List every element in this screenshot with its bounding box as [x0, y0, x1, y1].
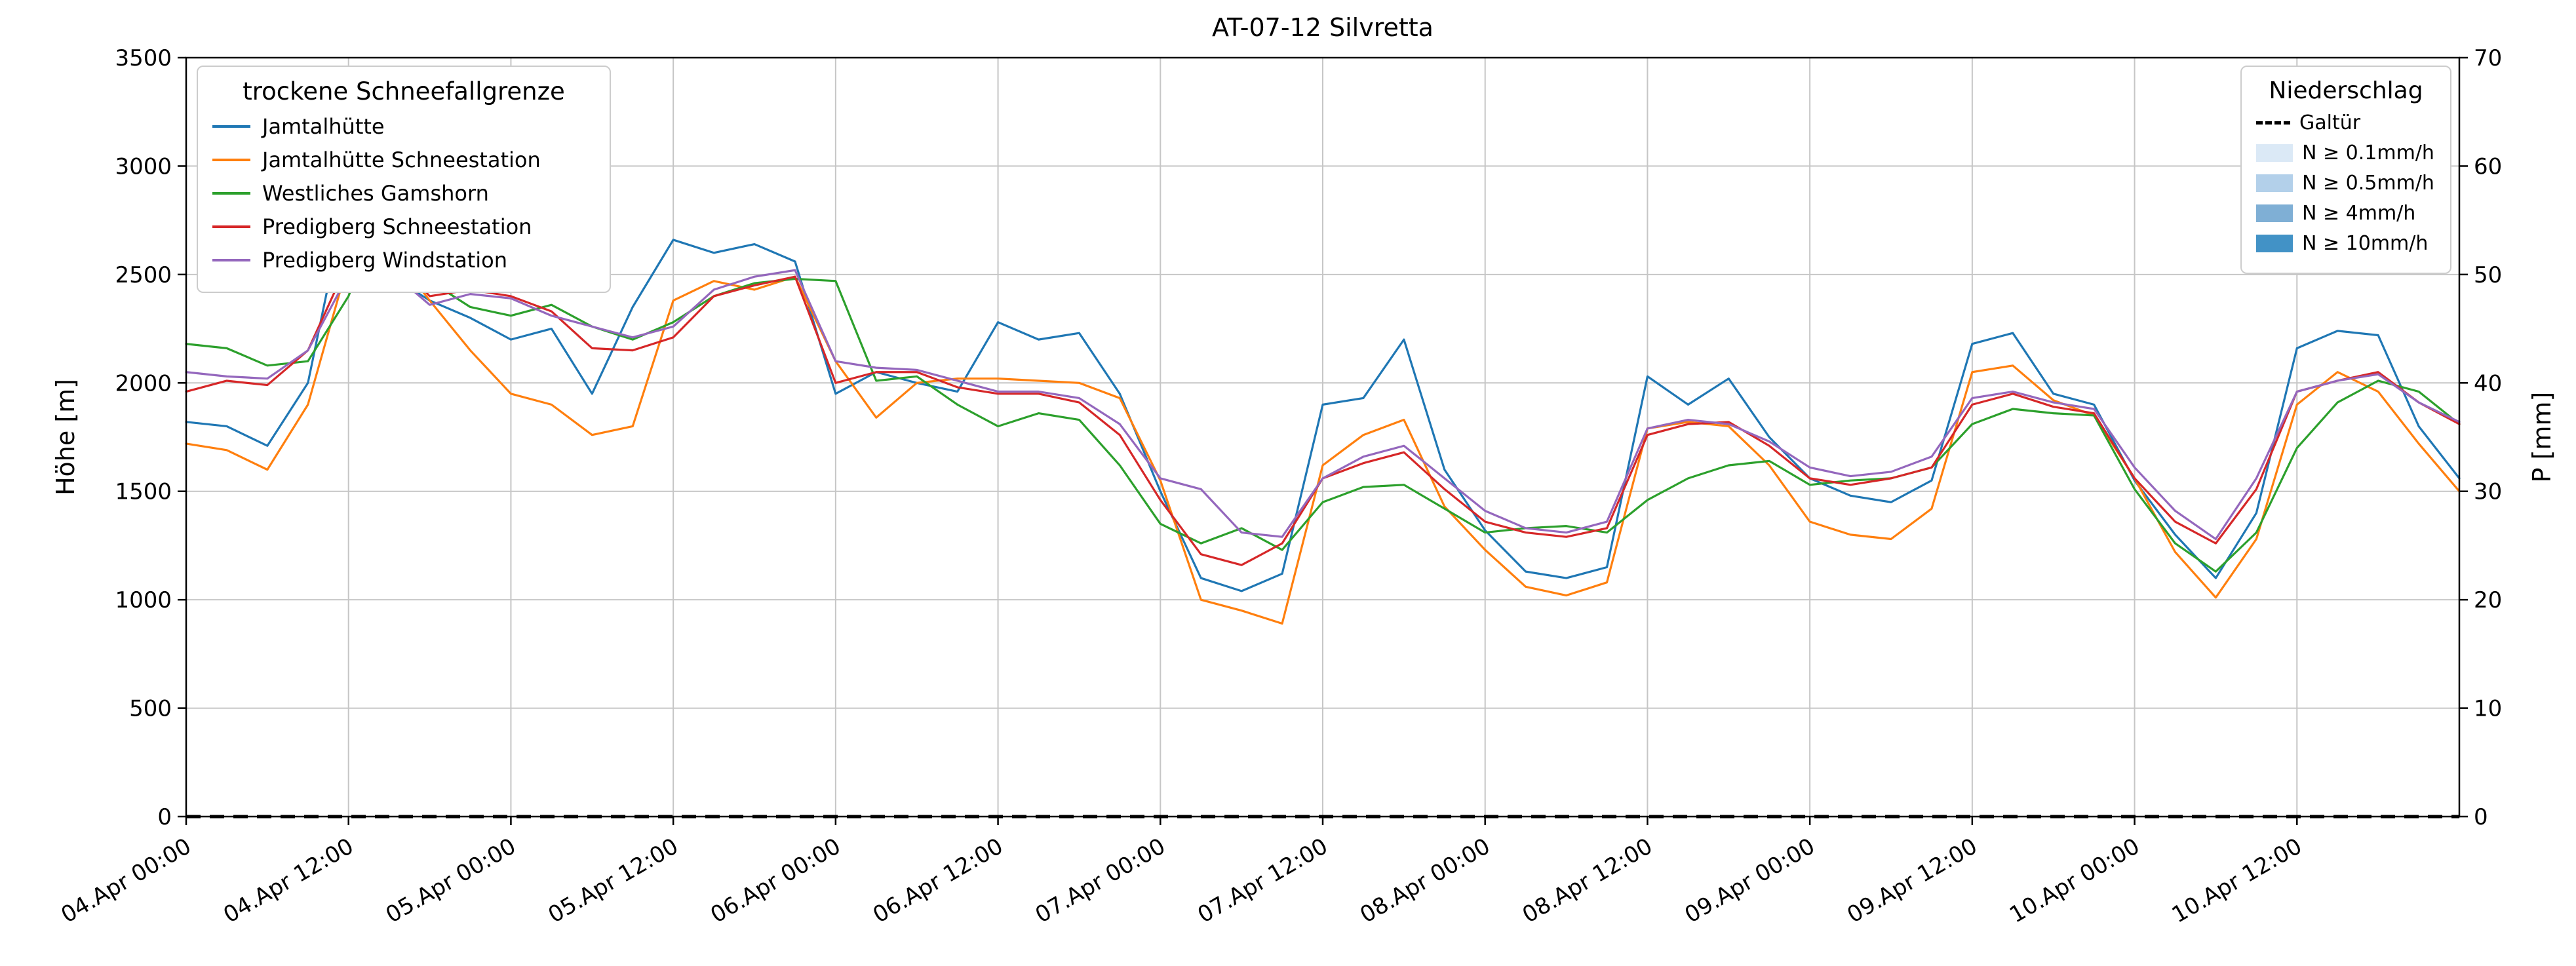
legend-item: N ≥ 4mm/h — [2256, 202, 2436, 225]
x-tick-label: 10.Apr 12:00 — [2168, 833, 2307, 928]
x-tick-label: 07.Apr 00:00 — [1031, 833, 1170, 928]
legend-item-label: N ≥ 0.5mm/h — [2302, 172, 2434, 195]
line-swatch — [212, 259, 250, 261]
y-tick-label-right: 50 — [2474, 262, 2502, 288]
x-tick-label: 04.Apr 12:00 — [219, 833, 358, 928]
legend-item-label: Predigberg Windstation — [262, 248, 508, 273]
y-tick-label-left: 2000 — [115, 370, 172, 396]
y-tick-label-left: 2500 — [115, 262, 172, 288]
x-tick-label: 06.Apr 00:00 — [706, 833, 845, 928]
y-tick-label-right: 10 — [2474, 696, 2502, 722]
chart-title: AT-07-12 Silvretta — [1212, 13, 1434, 42]
line-swatch — [212, 225, 250, 228]
legend-item-label: N ≥ 0.1mm/h — [2302, 142, 2434, 164]
right-axis-label: P [mm] — [2527, 391, 2556, 483]
y-tick-label-right: 20 — [2474, 587, 2502, 613]
y-tick-label-right: 60 — [2474, 153, 2502, 180]
y-tick-label-left: 3000 — [115, 153, 172, 180]
y-tick-label-left: 1500 — [115, 479, 172, 505]
legend-item-label: N ≥ 4mm/h — [2302, 202, 2416, 225]
patch-swatch — [2256, 204, 2293, 222]
y-tick-label-left: 1000 — [115, 587, 172, 613]
series-line-predigberg-windstation — [185, 269, 2461, 541]
x-tick-label: 10.Apr 00:00 — [2005, 833, 2144, 928]
left-axis-label: Höhe [m] — [51, 378, 80, 496]
legend-item: N ≥ 0.1mm/h — [2256, 142, 2436, 164]
legend-item: N ≥ 10mm/h — [2256, 232, 2436, 255]
x-tick-label: 07.Apr 12:00 — [1194, 833, 1333, 928]
line-swatch — [212, 159, 250, 161]
legend-item: Westliches Gamshorn — [212, 181, 595, 206]
series-line-jamtalh-tte — [185, 186, 2461, 592]
legend-item: Galtür — [2256, 111, 2436, 134]
legend-item: Predigberg Windstation — [212, 248, 595, 273]
x-tick-label: 05.Apr 12:00 — [544, 833, 683, 928]
precip-legend-title: Niederschlag — [2269, 77, 2423, 104]
x-tick-label: 06.Apr 12:00 — [868, 833, 1007, 928]
legend-item: Predigberg Schneestation — [212, 214, 595, 239]
legend-item-label: Predigberg Schneestation — [262, 214, 532, 239]
x-tick-label: 09.Apr 00:00 — [1681, 833, 1820, 928]
x-tick-label: 04.Apr 00:00 — [57, 833, 196, 928]
line-swatch — [212, 192, 250, 195]
x-tick-label: 09.Apr 12:00 — [1843, 833, 1981, 928]
x-tick-label: 05.Apr 00:00 — [381, 833, 520, 928]
legend-item: Jamtalhütte — [212, 114, 595, 139]
legend-item-label: N ≥ 10mm/h — [2302, 232, 2429, 255]
y-tick-label-right: 0 — [2474, 804, 2488, 830]
legend-item: N ≥ 0.5mm/h — [2256, 172, 2436, 195]
legend-item-label: Jamtalhütte Schneestation — [262, 147, 541, 172]
y-tick-label-left: 0 — [157, 804, 172, 830]
legend-item-label: Galtür — [2299, 111, 2361, 134]
legend-item-label: Jamtalhütte — [262, 114, 385, 139]
legend-item: Jamtalhütte Schneestation — [212, 147, 595, 172]
x-tick-label: 08.Apr 12:00 — [1518, 833, 1657, 928]
y-tick-label-left: 500 — [129, 696, 172, 722]
x-tick-label: 08.Apr 00:00 — [1356, 833, 1494, 928]
dashed-line-swatch — [2256, 121, 2290, 125]
y-tick-label-right: 30 — [2474, 479, 2502, 505]
y-tick-label-right: 40 — [2474, 370, 2502, 396]
series-line-westliches-gamshorn — [185, 191, 2461, 573]
patch-swatch — [2256, 174, 2293, 192]
patch-swatch — [2256, 235, 2293, 252]
y-tick-label-left: 3500 — [115, 45, 172, 71]
patch-swatch — [2256, 144, 2293, 162]
y-tick-label-right: 70 — [2474, 45, 2502, 71]
legend-item-label: Westliches Gamshorn — [262, 181, 489, 206]
precip-legend: Niederschlag Galtür N ≥ 0.1mm/h N ≥ 0.5m… — [2240, 66, 2451, 274]
snowline-legend: trockene Schneefallgrenze Jamtalhütte Ja… — [197, 66, 611, 293]
line-swatch — [212, 125, 250, 128]
snowline-legend-title: trockene Schneefallgrenze — [243, 77, 565, 106]
